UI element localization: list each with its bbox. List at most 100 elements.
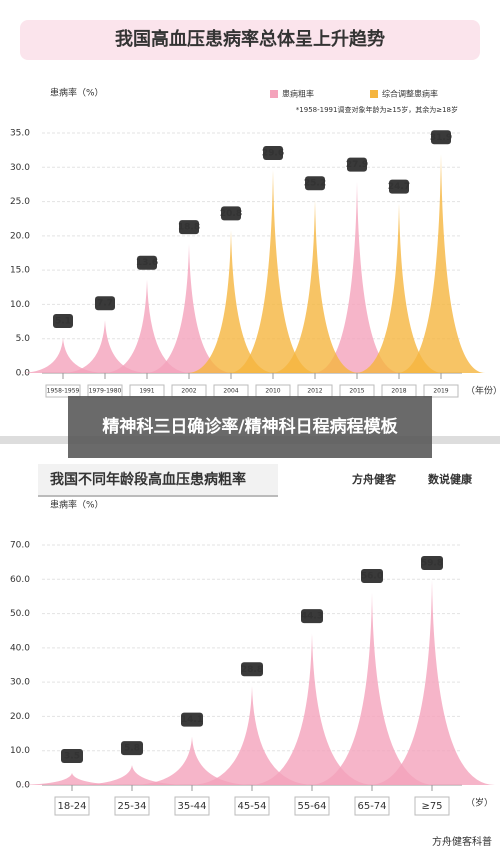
peak	[228, 170, 318, 373]
x-tick-box	[294, 796, 330, 816]
x-tick-box	[54, 796, 90, 816]
overlay-title: 精神科三日确诊率/精神科日程病程模板	[68, 396, 432, 458]
y-tick-label: 70.0	[10, 541, 30, 551]
value-label: 59.8	[421, 558, 443, 568]
value-label-bg	[53, 314, 73, 329]
y-tick-label: 30.0	[10, 163, 30, 173]
y-tick-label: 10.0	[10, 300, 30, 310]
x-tick-box	[45, 384, 81, 398]
y-axis-label: 患病率（%）	[50, 87, 104, 99]
y-tick-label: 20.0	[10, 712, 30, 722]
value-label-bg	[305, 176, 325, 191]
legend-swatch	[370, 90, 378, 98]
x-axis-label: （年份）	[466, 385, 500, 397]
value-label-bg	[95, 296, 115, 311]
value-label-bg	[421, 555, 443, 570]
legend-label: 综合调整患病率	[382, 89, 438, 99]
x-tick-box	[423, 384, 459, 398]
title-box	[38, 464, 278, 496]
value-label: 27.9	[346, 160, 368, 170]
peak	[18, 338, 108, 373]
peak	[189, 686, 315, 785]
value-label: 44.3	[301, 612, 323, 622]
x-tick-box	[354, 796, 390, 816]
y-tick-label: 30.0	[10, 678, 30, 688]
x-tick-label: 2010	[265, 388, 280, 395]
x-tick-box	[174, 796, 210, 816]
y-axis-label: 患病率（%）	[50, 499, 104, 511]
y-tick-label: 0.0	[16, 781, 31, 791]
source-logo: 数说健康	[428, 472, 473, 486]
value-label-bg	[181, 712, 203, 727]
value-label-bg	[301, 609, 323, 624]
peak	[312, 181, 402, 373]
value-label: 7.7	[97, 299, 113, 309]
value-label: 24.7	[388, 182, 410, 192]
value-label: 14.1	[181, 715, 203, 725]
value-label: 5.1	[55, 317, 71, 327]
note: *1958-1991调查对象年龄为≥15岁，其余为≥18岁	[296, 105, 458, 114]
y-tick-label: 20.0	[10, 231, 30, 241]
chart-title: 我国高血压患病率总体呈上升趋势	[115, 28, 385, 50]
peak	[354, 203, 444, 373]
peak	[270, 200, 360, 373]
x-tick-box	[114, 796, 150, 816]
peak	[9, 773, 135, 785]
y-tick-label: 60.0	[10, 575, 30, 585]
title-banner	[20, 20, 480, 60]
y-tick-label: 25.0	[10, 197, 30, 207]
value-label-bg	[347, 157, 367, 172]
watermark: 方舟健客科普	[432, 835, 492, 848]
x-tick-box	[234, 796, 270, 816]
y-tick-label: 35.0	[10, 129, 30, 139]
value-label-bg	[137, 255, 157, 270]
peak	[369, 579, 495, 785]
x-tick-label: 1958-1959	[47, 388, 80, 395]
peak	[60, 320, 150, 373]
value-label: 56.0	[361, 572, 383, 582]
peak	[69, 765, 195, 785]
value-label: 29.6	[262, 149, 284, 159]
x-tick-label: ≥75	[421, 801, 442, 812]
value-label-bg	[241, 662, 263, 677]
x-tick-label: 2004	[223, 388, 238, 395]
value-label-bg	[263, 146, 283, 161]
peak	[309, 593, 435, 785]
x-tick-label: 55-64	[297, 801, 326, 812]
x-tick-label: 2015	[349, 388, 364, 395]
value-label-bg	[431, 130, 451, 145]
value-label: 31.9	[430, 133, 452, 143]
value-label-bg	[121, 741, 143, 756]
value-label: 13.6	[136, 258, 158, 268]
value-label: 20.8	[220, 209, 242, 219]
peak	[186, 230, 276, 373]
y-tick-label: 5.0	[16, 334, 31, 344]
y-tick-label: 10.0	[10, 746, 30, 756]
value-label: 18.8	[178, 223, 200, 233]
value-label-bg	[179, 220, 199, 235]
peak	[102, 279, 192, 373]
peak	[249, 633, 375, 785]
value-label-bg	[61, 749, 83, 763]
x-tick-label: 45-54	[237, 801, 266, 812]
x-tick-label: 35-44	[177, 801, 206, 812]
x-axis-label: （岁）	[466, 797, 493, 809]
x-tick-label: 2019	[433, 388, 448, 395]
chart-title: 我国不同年龄段高血压患病粗率	[50, 471, 246, 488]
x-tick-box	[414, 796, 450, 816]
peak	[144, 244, 234, 373]
legend-label: 患病粗率	[282, 89, 314, 99]
y-tick-label: 0.0	[16, 369, 31, 379]
x-tick-label: 18-24	[57, 801, 86, 812]
value-label: 3.5	[64, 752, 80, 762]
source-logo: 方舟健客	[352, 472, 397, 486]
y-tick-label: 15.0	[10, 266, 30, 276]
value-label: 5.8	[124, 744, 140, 754]
x-tick-label: 1979-1980	[89, 388, 122, 395]
value-label: 28.8	[241, 665, 263, 675]
x-tick-label: 2018	[391, 388, 406, 395]
x-tick-label: 25-34	[117, 801, 146, 812]
value-label-bg	[361, 569, 383, 583]
